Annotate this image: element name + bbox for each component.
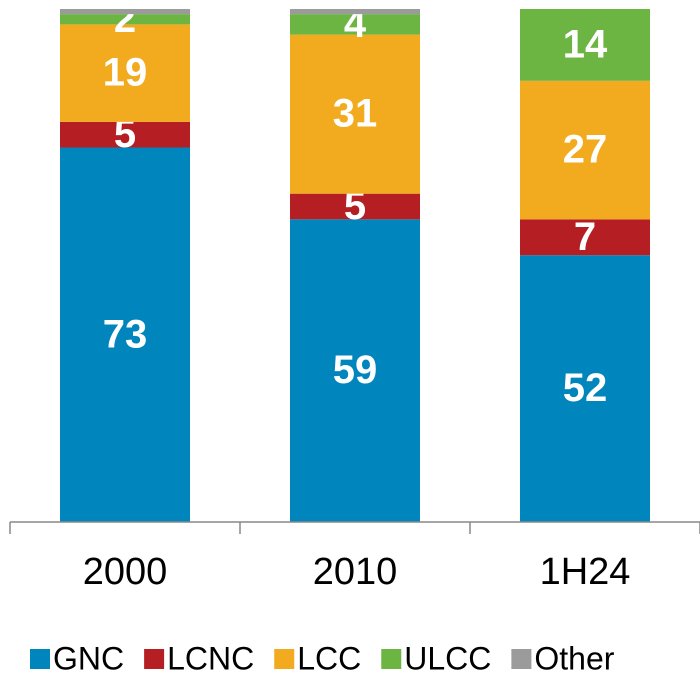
bar-segment <box>290 34 420 194</box>
data-label: 2 <box>114 0 136 41</box>
data-label: 5 <box>344 184 366 228</box>
bar-segment <box>520 219 650 256</box>
data-label: 73 <box>103 312 148 356</box>
legend-label: GNC <box>53 640 124 676</box>
legend-swatch <box>511 649 532 669</box>
x-tick-label: 2000 <box>83 551 168 593</box>
legend-swatch <box>144 649 165 669</box>
bar-segment <box>290 9 420 15</box>
bar-segment <box>520 255 650 523</box>
legend-swatch <box>381 649 402 669</box>
legend-label: LCC <box>297 640 361 676</box>
bar-segment <box>290 14 420 35</box>
legend-label: LCNC <box>167 640 254 676</box>
legend-label: ULCC <box>404 640 491 676</box>
data-label: 14 <box>563 22 608 66</box>
x-tick-label: 2010 <box>313 551 398 593</box>
legend-swatch <box>30 649 50 669</box>
data-label: 4 <box>344 2 367 46</box>
bar-segment <box>60 9 190 15</box>
bar-segment <box>290 193 420 220</box>
data-label: 7 <box>574 215 596 259</box>
x-tick-label: 1H24 <box>540 551 631 593</box>
bar-segment <box>60 147 190 522</box>
bar-segment <box>60 121 190 148</box>
data-label: 59 <box>333 348 378 392</box>
legend-label: Other <box>534 640 614 676</box>
bar-segment <box>60 14 190 25</box>
bar-segment <box>520 9 650 81</box>
data-label: 19 <box>103 51 148 95</box>
data-label: 52 <box>563 366 608 410</box>
data-label: 31 <box>333 92 378 136</box>
bar-segment <box>520 80 650 220</box>
data-label: 5 <box>114 112 136 156</box>
legend-swatch <box>274 649 295 669</box>
bar-segment <box>60 24 190 122</box>
data-label: 27 <box>563 128 608 172</box>
bar-segment <box>290 219 420 522</box>
